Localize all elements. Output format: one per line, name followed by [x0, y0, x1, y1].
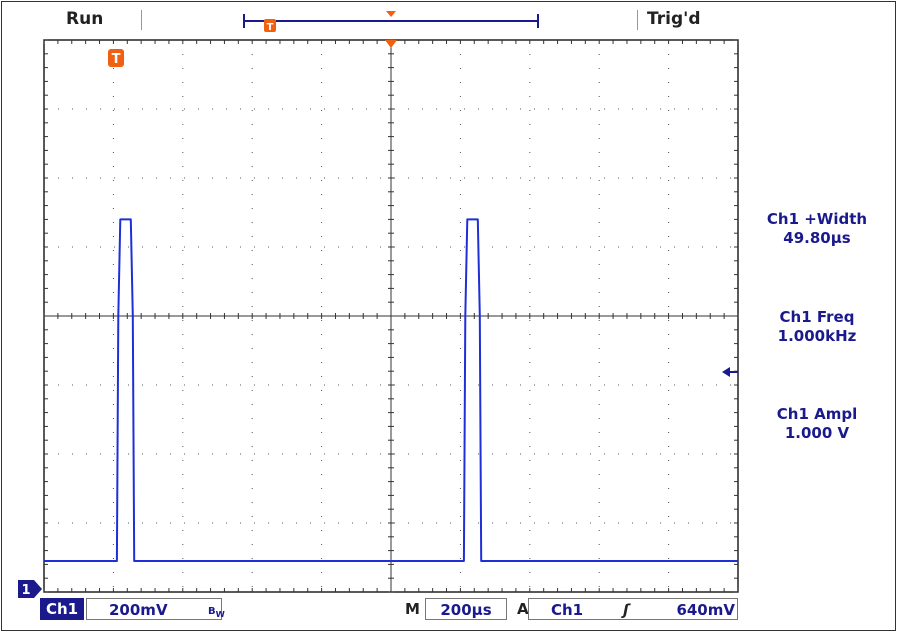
- channel-scale[interactable]: 200mV: [86, 598, 222, 620]
- measurement-label: Ch1 +Width: [766, 210, 868, 228]
- record-trigger-marker-icon: [264, 19, 276, 32]
- measurement-value: 1.000kHz: [777, 327, 857, 345]
- waveform-trace: [44, 218, 738, 562]
- acquisition-state: Run: [66, 9, 104, 29]
- timebase-prefix: M: [405, 600, 420, 618]
- measurement-label: Ch1 Freq: [779, 308, 855, 326]
- trigger-position-arrow-icon: [386, 11, 396, 17]
- measurement-value: 1.000 V: [784, 424, 850, 442]
- measurement-width: Ch1 +Width 49.80µs: [742, 210, 892, 248]
- svg-text:T: T: [267, 22, 274, 33]
- volts-per-div: 200mV: [109, 601, 168, 619]
- trigger-level-arrow-icon: [722, 367, 730, 377]
- measurement-frequency: Ch1 Freq 1.000kHz: [742, 308, 892, 346]
- rising-edge-icon: ʃ: [623, 601, 630, 619]
- bandwidth-limit-icon: BW: [208, 606, 225, 619]
- header-divider: [141, 10, 142, 30]
- trigger-prefix: A: [517, 600, 529, 618]
- trigger-state: Trig'd: [647, 9, 701, 29]
- header-divider: [637, 10, 638, 30]
- trigger-point-marker-label: T: [112, 52, 121, 67]
- record-position-bar[interactable]: T: [240, 8, 542, 38]
- time-per-div[interactable]: 200µs: [425, 598, 507, 620]
- measurement-label: Ch1 Ampl: [776, 405, 858, 423]
- trigger-level: 640mV: [676, 601, 735, 619]
- trigger-settings[interactable]: Ch1 ʃ 640mV: [528, 598, 738, 620]
- channel-ground-marker-arrow: [34, 580, 42, 598]
- channel-label[interactable]: Ch1: [40, 598, 84, 620]
- trigger-point-marker-icon: [108, 49, 124, 67]
- measurement-amplitude: Ch1 Ampl 1.000 V: [742, 405, 892, 443]
- channel-ground-marker-label: 1: [21, 583, 30, 598]
- channel-ground-marker-icon: [18, 580, 34, 598]
- trigger-source: Ch1: [551, 601, 584, 619]
- trigger-time-marker-icon: [385, 40, 397, 48]
- measurement-value: 49.80µs: [783, 229, 851, 247]
